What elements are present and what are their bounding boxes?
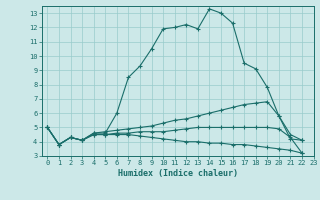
X-axis label: Humidex (Indice chaleur): Humidex (Indice chaleur) bbox=[118, 169, 237, 178]
